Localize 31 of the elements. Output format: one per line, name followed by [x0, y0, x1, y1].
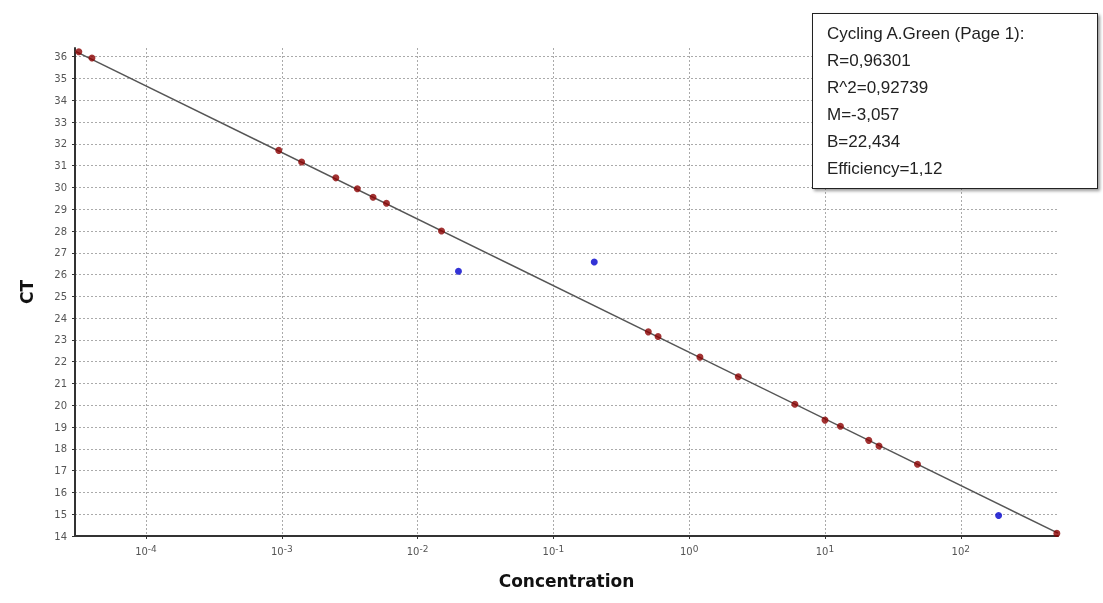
y-tick-label: 20 [54, 399, 67, 411]
y-tick-label: 21 [54, 378, 67, 389]
y-tick-label: 32 [54, 138, 67, 150]
y-tick-label: 16 [54, 486, 67, 498]
y-tick-label: 22 [54, 356, 67, 368]
annotation: Efficiency=1,12 [827, 158, 944, 180]
y-tick-label: 26 [54, 269, 67, 281]
annotation: R^2=0,92739 [827, 77, 930, 99]
annotation: R=0,96301 [827, 50, 912, 72]
y-tick-label: 31 [54, 160, 67, 172]
annotation: B=22,434 [827, 131, 902, 153]
y-tick-label: 18 [54, 443, 67, 455]
y-tick-label: 36 [54, 51, 67, 63]
y-tick-label: 25 [54, 290, 67, 302]
text: Cycling A.Green (Page 1): [827, 24, 1025, 43]
y-tick-label: 28 [54, 225, 67, 237]
y-tick-label: 23 [54, 334, 67, 346]
y-tick-label: 14 [54, 530, 67, 542]
x-axis-title: Concentration [498, 570, 635, 591]
y-tick-label: 15 [54, 508, 67, 520]
y-tick-label: 24 [54, 312, 67, 324]
y-axis-title: CT [16, 279, 37, 305]
annotation: M=-3,057 [827, 104, 901, 126]
y-tick-label: 17 [54, 465, 67, 477]
y-tick-label: 29 [54, 203, 67, 215]
y-tick-label: 27 [54, 247, 67, 259]
y-tick-label: 33 [54, 116, 67, 128]
y-tick-label: 34 [54, 94, 67, 106]
y-tick-label: 19 [54, 421, 67, 433]
y-tick-label: 30 [54, 181, 67, 193]
y-tick-label: 35 [54, 73, 67, 84]
